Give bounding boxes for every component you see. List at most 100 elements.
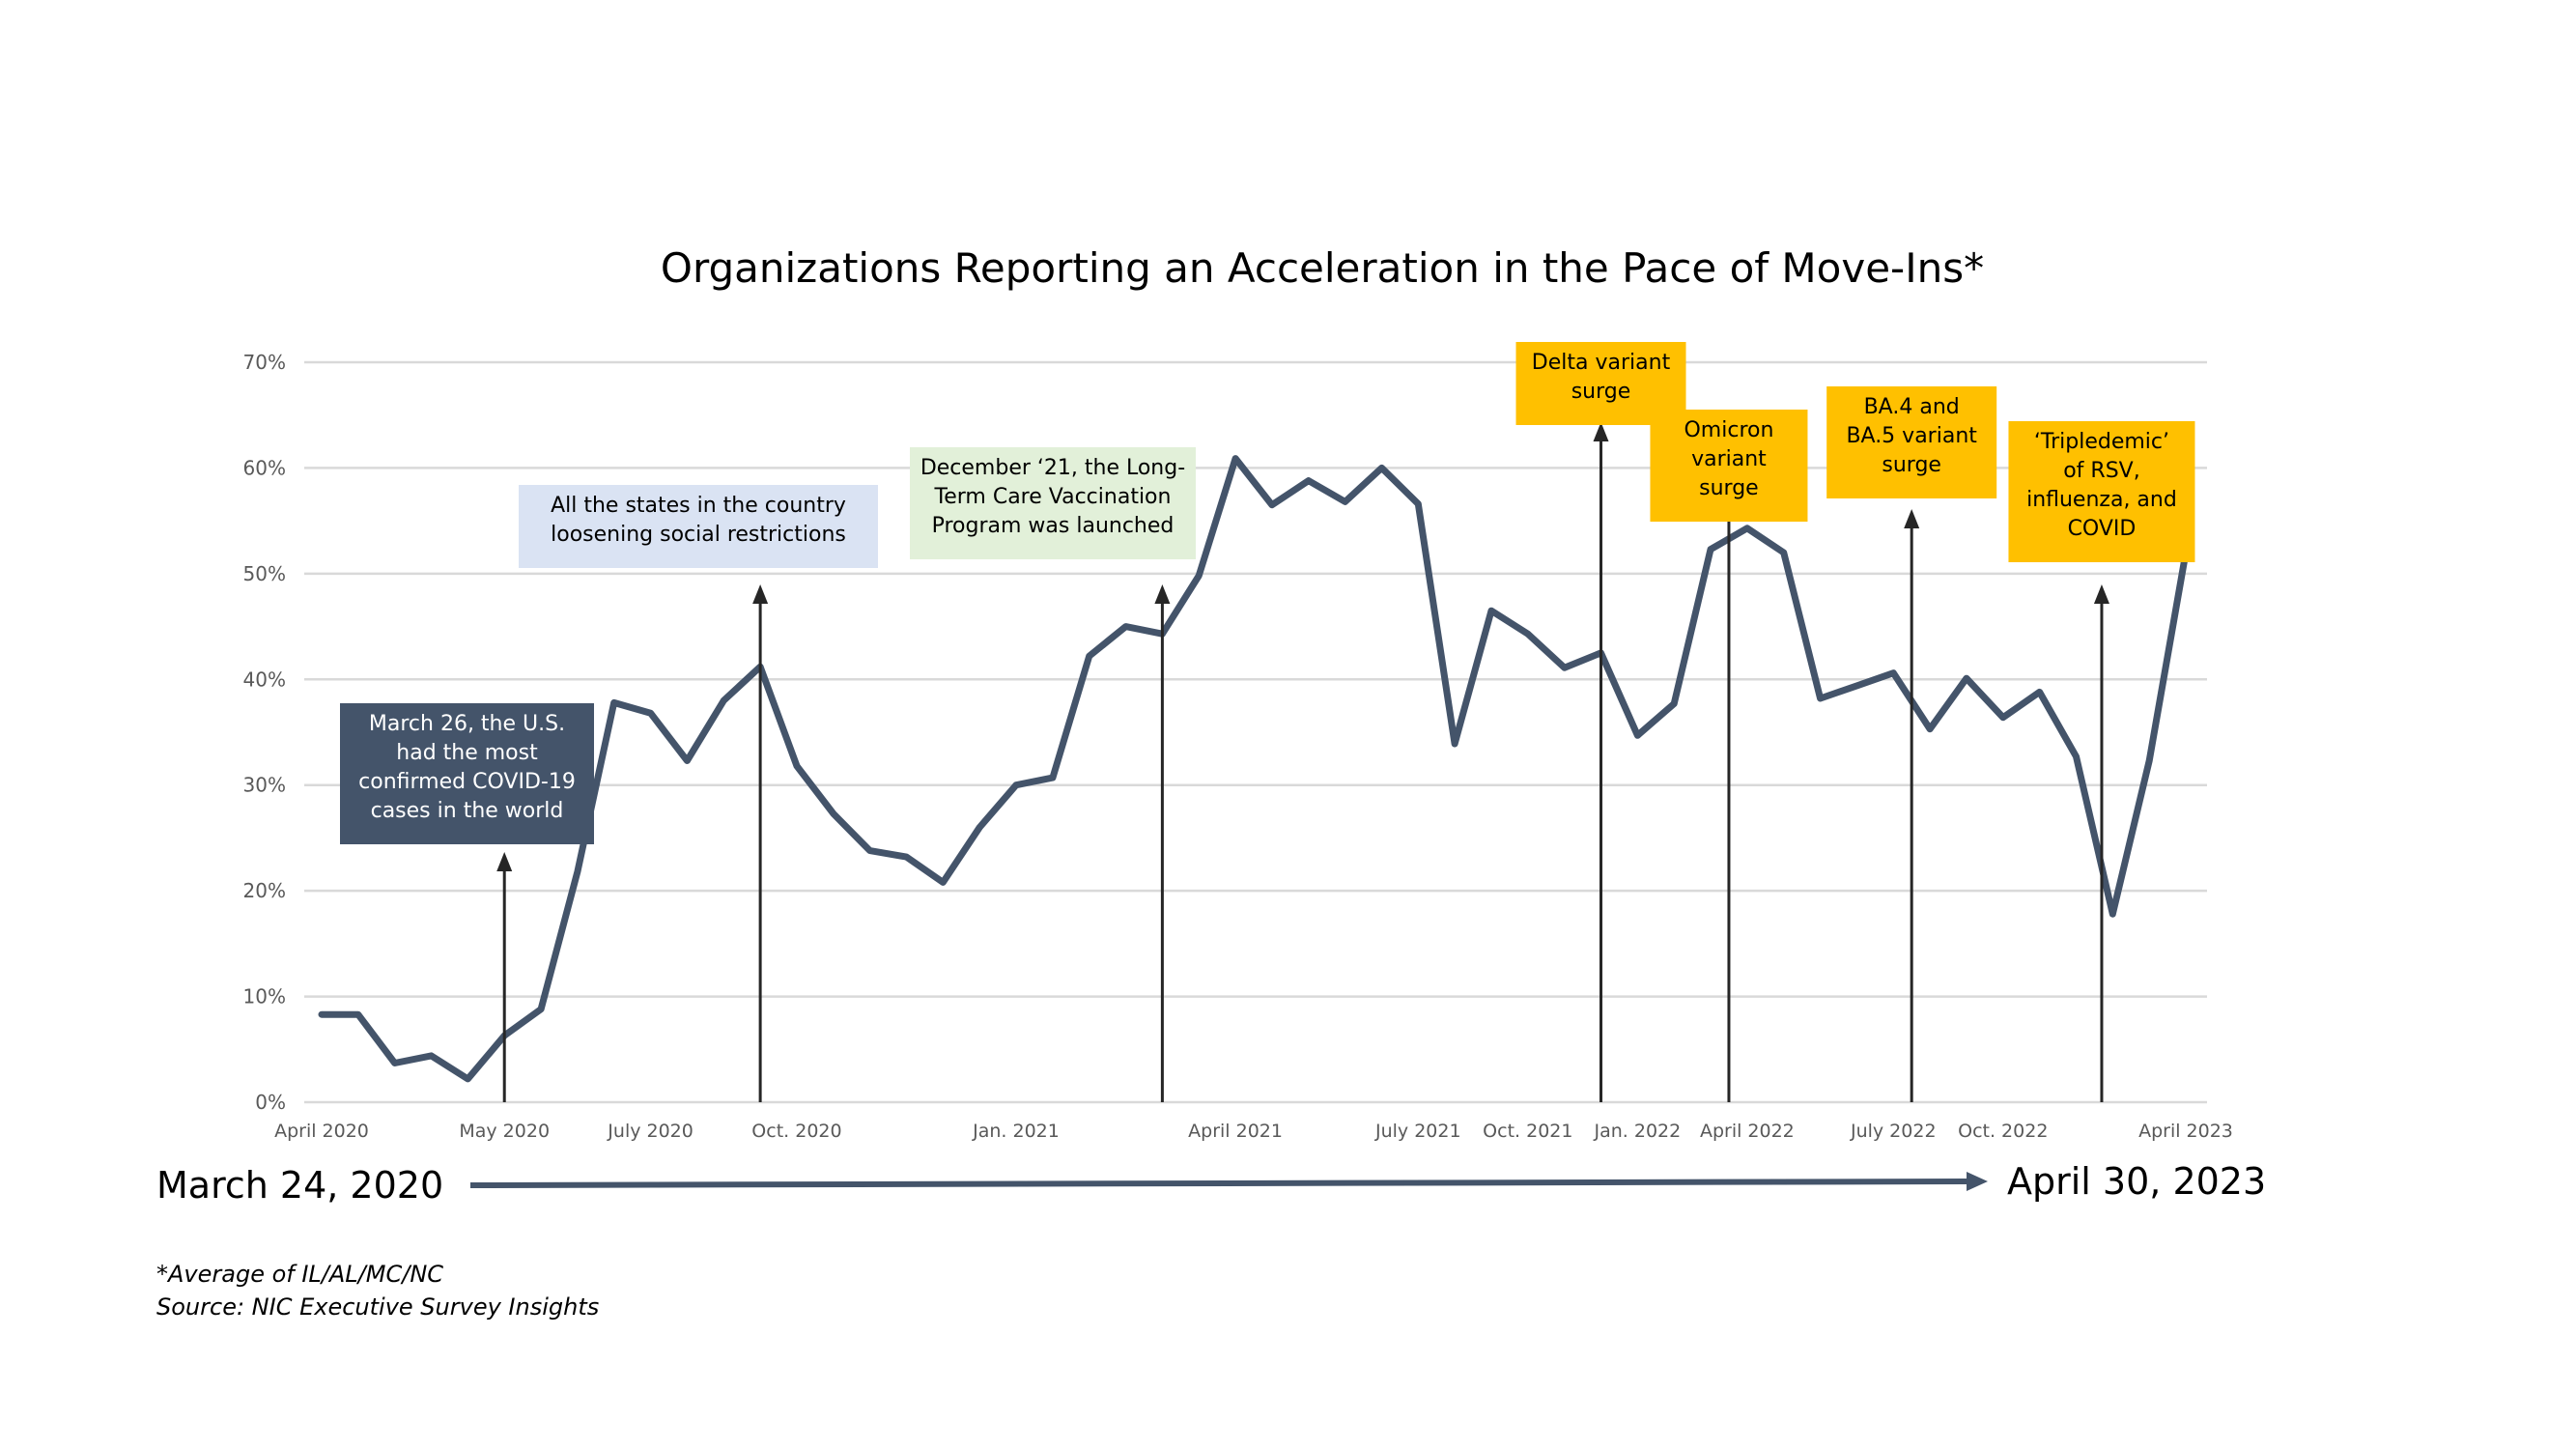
annotation-text: BA.5 variant bbox=[1846, 424, 1977, 448]
annotation-text: influenza, and bbox=[2026, 488, 2177, 512]
x-tick-label: April 2022 bbox=[1700, 1121, 1795, 1142]
x-tick-label: Oct. 2021 bbox=[1483, 1121, 1572, 1142]
annotation-box: All the states in the country loosening s… bbox=[519, 485, 878, 568]
y-tick-label: 70% bbox=[243, 351, 286, 374]
series-line bbox=[318, 455, 2190, 1083]
annotation-text: surge bbox=[1882, 453, 1941, 477]
data-point bbox=[465, 1075, 471, 1082]
x-tick-label: Jan. 2021 bbox=[972, 1121, 1060, 1142]
series bbox=[318, 455, 2190, 1083]
y-tick-label: 30% bbox=[243, 774, 286, 797]
x-tick-label: Oct. 2020 bbox=[751, 1121, 841, 1142]
data-point bbox=[866, 847, 873, 854]
y-tick-label: 60% bbox=[243, 456, 286, 479]
annotation-text: All the states in the country bbox=[551, 494, 846, 518]
y-tick-label: 0% bbox=[255, 1091, 286, 1114]
data-point bbox=[1342, 498, 1348, 505]
data-point bbox=[1708, 546, 1714, 553]
annotation-text: cases in the world bbox=[371, 799, 564, 823]
x-tick-label: July 2021 bbox=[1374, 1121, 1461, 1142]
data-point bbox=[610, 699, 617, 706]
data-point bbox=[1196, 573, 1203, 580]
annotation-box-bg bbox=[2008, 421, 2195, 562]
footnote-source: Source: NIC Executive Survey Insights bbox=[156, 1293, 599, 1321]
annotation-box: Omicron variant surge bbox=[1650, 410, 1808, 522]
data-point bbox=[1232, 455, 1239, 462]
data-point bbox=[1524, 631, 1531, 638]
annotation-box: ‘Tripledemic’ of RSV, influenza, and COVID bbox=[2008, 421, 2195, 562]
y-axis: 0% 10% 20% 30% 40% 50% 60% 70% bbox=[243, 351, 286, 1114]
annotation-box: March 26, the U.S. had the most confirmed … bbox=[340, 703, 594, 844]
y-tick-label: 40% bbox=[243, 668, 286, 691]
x-tick-label: July 2020 bbox=[607, 1121, 694, 1142]
data-point bbox=[1999, 714, 2006, 721]
data-point bbox=[830, 810, 836, 817]
data-point bbox=[2073, 753, 2080, 760]
annotation-arrow-head bbox=[752, 584, 769, 604]
annotation-box-bg bbox=[519, 485, 878, 568]
annotations: March 26, the U.S. had the most confirmed … bbox=[340, 342, 2195, 844]
annotation-text: COVID bbox=[2068, 517, 2137, 541]
data-point bbox=[1122, 623, 1129, 630]
annotation-text: Delta variant bbox=[1532, 351, 1671, 375]
annotation-text: Term Care Vaccination bbox=[934, 485, 1172, 509]
data-point bbox=[2146, 757, 2153, 764]
annotation-arrow-head bbox=[2093, 584, 2109, 604]
annotation-arrow-head bbox=[496, 852, 513, 871]
annotation-arrow-head bbox=[1904, 509, 1920, 528]
annotation-text: loosening social restrictions bbox=[551, 523, 846, 547]
annotation-box: BA.4 and BA.5 variant surge bbox=[1826, 386, 1997, 498]
x-axis: April 2020 May 2020 July 2020 Oct. 2020 Jan.… bbox=[274, 1121, 2233, 1142]
annotation-text: surge bbox=[1699, 476, 1759, 500]
data-point bbox=[1890, 669, 1897, 676]
timeline-start: March 24, 2020 bbox=[156, 1164, 443, 1207]
annotation-text: of RSV, bbox=[2063, 459, 2140, 483]
annotation-text: surge bbox=[1571, 380, 1631, 404]
x-tick-label: Jan. 2022 bbox=[1593, 1121, 1681, 1142]
x-tick-label: May 2020 bbox=[459, 1121, 550, 1142]
x-tick-label: April 2020 bbox=[274, 1121, 369, 1142]
x-tick-label: April 2021 bbox=[1188, 1121, 1283, 1142]
data-point bbox=[319, 1011, 325, 1018]
data-point bbox=[2109, 911, 2116, 918]
data-point bbox=[977, 824, 983, 831]
timeline-arrow-head bbox=[1967, 1172, 1988, 1191]
annotation-box-bg bbox=[340, 703, 594, 844]
data-point bbox=[940, 879, 947, 886]
data-point bbox=[391, 1060, 398, 1066]
annotation-text: BA.4 and bbox=[1864, 395, 1960, 419]
data-point bbox=[1671, 700, 1678, 707]
annotation-box: December ‘21, the Long- Term Care Vaccina… bbox=[910, 447, 1196, 559]
data-point bbox=[428, 1052, 435, 1059]
data-point bbox=[2036, 689, 2043, 696]
annotation-box-bg bbox=[1826, 386, 1997, 498]
data-point bbox=[354, 1011, 361, 1018]
y-tick-label: 10% bbox=[243, 985, 286, 1009]
data-point bbox=[1854, 682, 1860, 689]
data-point bbox=[574, 868, 580, 875]
data-point bbox=[1452, 741, 1458, 748]
timeline-arrow-line bbox=[469, 1179, 1967, 1188]
data-point bbox=[1927, 725, 1934, 732]
x-tick-label: July 2022 bbox=[1850, 1121, 1937, 1142]
data-point bbox=[1268, 501, 1275, 508]
annotation-text: ‘Tripledemic’ bbox=[2034, 430, 2169, 454]
annotation-text: confirmed COVID-19 bbox=[358, 770, 576, 794]
data-point bbox=[903, 854, 910, 861]
annotation-arrow-head bbox=[1593, 422, 1609, 441]
annotation-text: had the most bbox=[396, 741, 538, 765]
footnote-average: *Average of IL/AL/MC/NC bbox=[156, 1261, 443, 1288]
data-point bbox=[684, 757, 691, 764]
data-point bbox=[793, 763, 800, 770]
data-point bbox=[1634, 732, 1641, 739]
annotation-text: December ‘21, the Long- bbox=[920, 456, 1185, 480]
x-tick-label: Oct. 2022 bbox=[1958, 1121, 2048, 1142]
data-point bbox=[1013, 781, 1020, 788]
x-tick-label: April 2023 bbox=[2138, 1121, 2233, 1142]
annotation-box-bg bbox=[910, 447, 1196, 559]
annotation-box-bg bbox=[1650, 410, 1808, 522]
y-tick-label: 20% bbox=[243, 879, 286, 902]
data-point bbox=[1963, 675, 1969, 682]
data-point bbox=[647, 710, 654, 717]
